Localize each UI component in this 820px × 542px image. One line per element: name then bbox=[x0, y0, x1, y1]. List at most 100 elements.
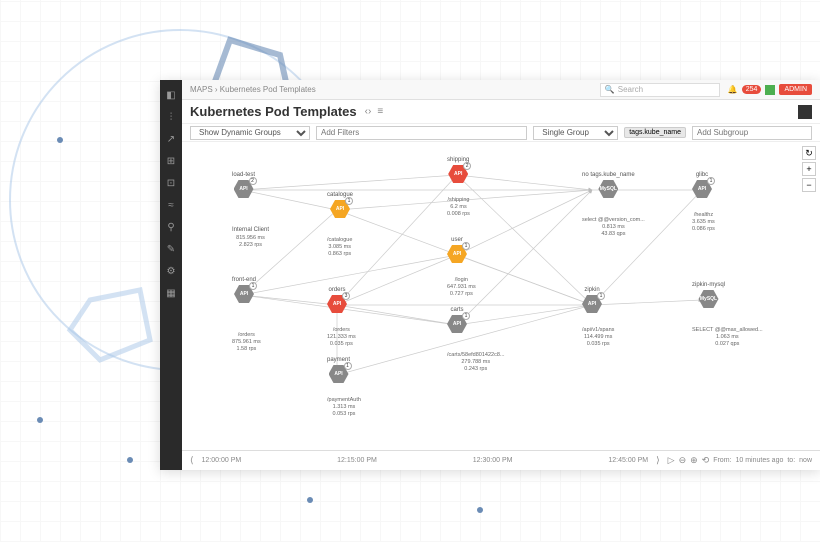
menu-icon[interactable]: ≡ bbox=[377, 106, 383, 117]
to-value[interactable]: now bbox=[799, 457, 812, 464]
node-metric: 0.027 qps bbox=[715, 341, 739, 348]
node-title: user bbox=[451, 237, 463, 243]
node-metric: SELECT @@max_allowed... bbox=[692, 327, 763, 334]
node-catalogue-sub[interactable]: /catalogue3.085 ms0.863 rps bbox=[327, 237, 352, 258]
edge bbox=[457, 175, 592, 305]
topbar: MAPS › Kubernetes Pod Templates 🔍 Search… bbox=[182, 80, 820, 100]
sidebar-item-5[interactable]: ≈ bbox=[160, 194, 182, 216]
timeline-next-icon[interactable]: ⟩ bbox=[656, 455, 660, 466]
share-icon[interactable]: ‹› bbox=[365, 106, 372, 117]
breadcrumb[interactable]: MAPS › Kubernetes Pod Templates bbox=[190, 85, 600, 94]
search-placeholder: Search bbox=[618, 85, 643, 94]
from-label: From: bbox=[713, 457, 731, 464]
node-metric: 3.635 ms bbox=[692, 219, 715, 226]
node-metric: 279.788 ms bbox=[461, 359, 490, 366]
sidebar-item-1[interactable]: ⫶ bbox=[160, 106, 182, 128]
zoom-in-tl-icon[interactable]: ⊕ bbox=[690, 455, 698, 466]
node-login-sub[interactable]: /login647.931 ms0.727 rps bbox=[447, 277, 476, 298]
node-notags[interactable]: no tags.kube_nameMySQL bbox=[582, 172, 635, 198]
node-title: glibc bbox=[696, 172, 708, 178]
node-badge: 1 bbox=[462, 242, 470, 250]
node-badge: 1 bbox=[462, 312, 470, 320]
edge bbox=[337, 305, 457, 325]
refresh-button[interactable]: ↻ bbox=[802, 146, 816, 160]
node-select-sub[interactable]: select @@version_com...0.813 ms43.83 qps bbox=[582, 217, 645, 238]
node-metric: /catalogue bbox=[327, 237, 352, 244]
node-title: no tags.kube_name bbox=[582, 172, 635, 178]
graph-controls: ↻ + − bbox=[802, 146, 816, 192]
graph-canvas[interactable]: ↻ + − load-testAPI2 Internal Client815.95… bbox=[182, 142, 820, 450]
page-title: Kubernetes Pod Templates bbox=[190, 104, 357, 119]
node-shipping[interactable]: shippingAPI2 bbox=[447, 157, 469, 183]
node-metric: 3.085 ms bbox=[328, 244, 351, 251]
node-glibc[interactable]: glibcAPI1 bbox=[692, 172, 712, 198]
node-metric: /login bbox=[455, 277, 468, 284]
node-metric: /orders bbox=[333, 327, 350, 334]
sidebar-item-4[interactable]: ⊡ bbox=[160, 172, 182, 194]
options-button[interactable] bbox=[798, 105, 812, 119]
node-user[interactable]: userAPI1 bbox=[447, 237, 467, 263]
node-metric: 815.956 ms bbox=[236, 235, 265, 242]
node-orders1[interactable]: /orders875.961 ms1.58 rps bbox=[232, 332, 261, 353]
add-filters-input[interactable] bbox=[316, 126, 527, 140]
sidebar-item-8[interactable]: ⚙ bbox=[160, 260, 182, 282]
node-carts[interactable]: cartsAPI1 bbox=[447, 307, 467, 333]
node-shipping-sub[interactable]: /shipping6.2 ms0.008 rps bbox=[447, 197, 470, 218]
admin-button[interactable]: ADMIN bbox=[779, 84, 812, 95]
add-subgroup-input[interactable] bbox=[692, 126, 812, 140]
sidebar-item-6[interactable]: ⚲ bbox=[160, 216, 182, 238]
timeline-prev-icon[interactable]: ⟨ bbox=[190, 455, 194, 466]
node-badge: 1 bbox=[249, 282, 257, 290]
node-orders2[interactable]: ordersAPI3 bbox=[327, 287, 347, 313]
sidebar-item-9[interactable]: ▦ bbox=[160, 282, 182, 304]
node-badge: 1 bbox=[707, 177, 715, 185]
tag-chip[interactable]: tags.kube_name bbox=[624, 127, 686, 138]
dynamic-groups-select[interactable]: Show Dynamic Groups bbox=[190, 126, 310, 140]
node-front-end[interactable]: front-endAPI1 bbox=[232, 277, 256, 303]
node-metric: 647.931 ms bbox=[447, 284, 476, 291]
node-orders2-sub[interactable]: /orders121.333 ms0.035 rps bbox=[327, 327, 356, 348]
edge bbox=[457, 175, 592, 190]
node-metric: 2.823 rps bbox=[239, 242, 262, 249]
edge bbox=[592, 190, 702, 305]
sidebar: ◧ ⫶ ↗ ⊞ ⊡ ≈ ⚲ ✎ ⚙ ▦ bbox=[160, 80, 182, 470]
node-carts-sub[interactable]: /carts/58efd801422c8...279.788 ms0.243 r… bbox=[447, 352, 504, 373]
zoom-in-button[interactable]: + bbox=[802, 162, 816, 176]
edge bbox=[242, 295, 337, 305]
sidebar-item-3[interactable]: ⊞ bbox=[160, 150, 182, 172]
sidebar-item-7[interactable]: ✎ bbox=[160, 238, 182, 260]
node-metric: 1.063 ms bbox=[716, 334, 739, 341]
node-payment[interactable]: paymentAPI1 bbox=[327, 357, 350, 383]
sidebar-item-2[interactable]: ↗ bbox=[160, 128, 182, 150]
node-metric: 1.313 ms bbox=[333, 404, 356, 411]
node-title: carts bbox=[450, 307, 463, 313]
node-badge: 1 bbox=[597, 292, 605, 300]
node-metric: 875.961 ms bbox=[232, 339, 261, 346]
notif-icon[interactable]: 🔔 bbox=[728, 85, 738, 94]
from-value[interactable]: 10 minutes ago bbox=[735, 457, 783, 464]
node-metric: 0.813 ms bbox=[602, 224, 625, 231]
play-icon[interactable]: ▷ bbox=[668, 455, 675, 466]
search-input[interactable]: 🔍 Search bbox=[600, 83, 720, 97]
node-metric: 0.008 rps bbox=[447, 211, 470, 218]
timeline-ticks[interactable]: 12:00:00 PM 12:15:00 PM 12:30:00 PM 12:4… bbox=[202, 457, 649, 464]
breadcrumb-page: Kubernetes Pod Templates bbox=[220, 85, 316, 94]
node-load-test[interactable]: load-testAPI2 bbox=[232, 172, 255, 198]
node-metric: 6.2 ms bbox=[450, 204, 467, 211]
zoom-out-tl-icon[interactable]: ⊖ bbox=[679, 455, 687, 466]
node-zipkin-mysql-sub[interactable]: SELECT @@max_allowed...1.063 ms0.027 qps bbox=[692, 327, 763, 348]
node-zipkin[interactable]: zipkinAPI1 bbox=[582, 287, 602, 313]
node-zipkin-mysql[interactable]: zipkin-mysqlMySQL bbox=[692, 282, 725, 308]
node-catalogue[interactable]: catalogueAPI1 bbox=[327, 192, 353, 218]
group-select[interactable]: Single Group bbox=[533, 126, 618, 140]
node-zipkin-sub[interactable]: /api/v1/spans114.499 ms0.035 rps bbox=[582, 327, 614, 348]
zoom-out-button[interactable]: − bbox=[802, 178, 816, 192]
node-metric: /api/v1/spans bbox=[582, 327, 614, 334]
to-label: to: bbox=[787, 457, 795, 464]
sidebar-logo[interactable]: ◧ bbox=[160, 84, 182, 106]
node-glibc-sub[interactable]: /healthz3.635 ms0.086 rps bbox=[692, 212, 715, 233]
edge bbox=[337, 255, 457, 305]
node-internal-client[interactable]: Internal Client815.956 ms2.823 rps bbox=[232, 227, 269, 249]
reset-tl-icon[interactable]: ⟲ bbox=[702, 455, 710, 466]
node-payment-sub[interactable]: /paymentAuth1.313 ms0.053 rps bbox=[327, 397, 361, 418]
